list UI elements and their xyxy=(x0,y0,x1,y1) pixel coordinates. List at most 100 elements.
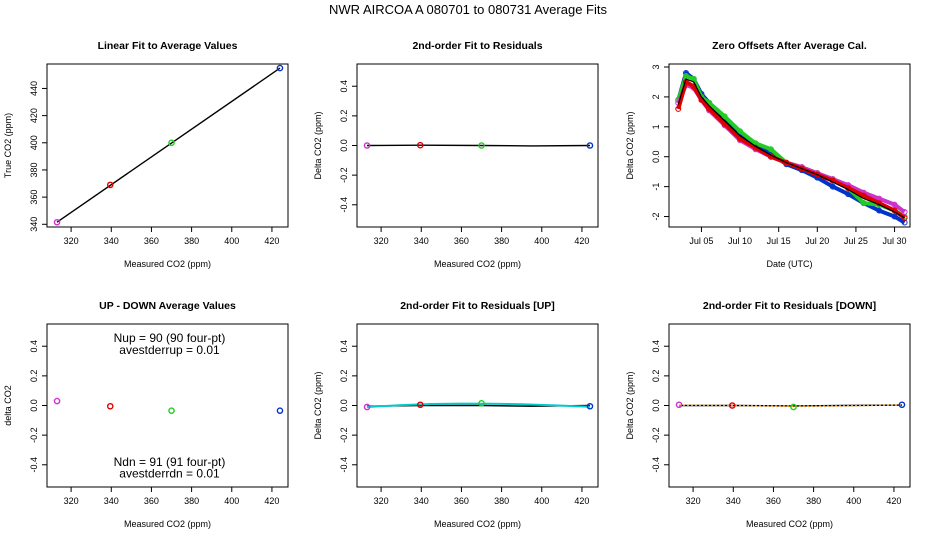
x-tick-label: Jul 20 xyxy=(805,236,829,246)
series-point-green xyxy=(721,113,728,120)
y-tick-label: 1 xyxy=(651,124,661,129)
y-axis-label: Delta CO2 (ppm) xyxy=(313,111,323,179)
x-axis-label: Date (UTC) xyxy=(766,259,812,269)
x-tick-label: 380 xyxy=(494,236,509,246)
chart-title: Zero Offsets After Average Cal. xyxy=(712,40,867,52)
y-tick-label: 0.4 xyxy=(29,340,39,353)
x-axis-label: Measured CO2 (ppm) xyxy=(434,519,521,529)
x-tick-label: 380 xyxy=(494,496,509,506)
y-tick-label: -0.4 xyxy=(651,457,661,473)
x-tick-label: 400 xyxy=(534,496,549,506)
data-point-purple xyxy=(363,403,371,411)
x-tick-label: 340 xyxy=(414,496,429,506)
y-tick-label: 360 xyxy=(29,190,39,205)
y-tick-label: 0.0 xyxy=(339,139,349,152)
chart-p6: 2nd-order Fit to Residuals [DOWN] Measure… xyxy=(625,300,911,529)
series-line-red xyxy=(676,79,906,220)
y-tick-label: -0.4 xyxy=(29,457,39,473)
x-tick-label: 420 xyxy=(574,236,589,246)
x-tick-label: 340 xyxy=(414,236,429,246)
y-tick-label: 0.0 xyxy=(339,399,349,412)
series-point-purple xyxy=(891,201,898,208)
annotation-text: avestderrup = 0.01 xyxy=(119,343,220,357)
x-tick-label: 380 xyxy=(184,496,199,506)
y-tick-label: -0.2 xyxy=(339,427,349,443)
data-point-red xyxy=(416,141,424,149)
chart-p3: Zero Offsets After Average Cal. Date (UTC… xyxy=(625,40,911,269)
series-line-black xyxy=(677,78,905,219)
data-point-purple xyxy=(675,401,683,409)
y-axis-label: True CO2 (ppm) xyxy=(3,113,13,178)
fit-line xyxy=(56,67,281,223)
y-axis-label: Delta CO2 (ppm) xyxy=(625,111,635,179)
chart-title: Linear Fit to Average Values xyxy=(98,40,238,52)
series-point-green xyxy=(767,146,774,153)
annotation-text: avestderrdn = 0.01 xyxy=(119,467,220,481)
chart-p1: Linear Fit to Average Values Measured CO2… xyxy=(3,40,289,269)
chart-title: UP - DOWN Average Values xyxy=(99,300,236,312)
x-tick-label: Jul 25 xyxy=(844,236,868,246)
x-tick-label: 360 xyxy=(144,236,159,246)
y-tick-label: 0.4 xyxy=(339,80,349,93)
y-tick-label: 2 xyxy=(651,94,661,99)
y-tick-label: -0.2 xyxy=(29,427,39,443)
x-tick-label: Jul 05 xyxy=(689,236,713,246)
x-tick-label: 400 xyxy=(846,496,861,506)
chart-title: 2nd-order Fit to Residuals xyxy=(412,40,542,52)
series-point-blue xyxy=(845,191,852,198)
y-tick-label: 0.2 xyxy=(339,370,349,383)
x-tick-label: 420 xyxy=(574,496,589,506)
series-point-red xyxy=(814,171,821,178)
data-point-red xyxy=(728,402,736,409)
x-axis-label: Measured CO2 (ppm) xyxy=(434,259,521,269)
y-tick-label: 380 xyxy=(29,162,39,177)
y-axis-label: delta CO2 xyxy=(3,385,13,426)
data-point-purple xyxy=(53,218,61,226)
fit-line xyxy=(366,144,591,147)
series-point-green xyxy=(860,200,867,207)
x-tick-label: 340 xyxy=(104,236,119,246)
series-point-green xyxy=(737,128,744,135)
y-tick-label: -1 xyxy=(651,183,661,191)
y-tick-label: 440 xyxy=(29,81,39,96)
chart-title: 2nd-order Fit to Residuals [UP] xyxy=(400,300,555,312)
series-point-blue xyxy=(876,207,883,214)
data-point-blue xyxy=(276,407,284,414)
x-tick-label: 320 xyxy=(686,496,701,506)
figure-title: NWR AIRCOA A 080701 to 080731 Average Fi… xyxy=(329,2,607,17)
x-tick-label: 320 xyxy=(64,236,79,246)
y-tick-label: -0.4 xyxy=(339,457,349,473)
y-tick-label: -0.2 xyxy=(339,167,349,183)
data-point-green xyxy=(790,403,797,411)
data-point-red xyxy=(416,401,424,409)
x-tick-label: 400 xyxy=(224,236,239,246)
y-tick-label: 0.0 xyxy=(29,399,39,412)
annotation-text: Nup = 90 (90 four-pt) xyxy=(114,331,226,345)
x-tick-label: 360 xyxy=(454,236,469,246)
x-tick-label: 320 xyxy=(374,236,389,246)
data-point-green xyxy=(168,407,175,414)
x-tick-label: 360 xyxy=(454,496,469,506)
x-axis-label: Measured CO2 (ppm) xyxy=(124,519,211,529)
plot-frame xyxy=(46,63,289,228)
x-tick-label: 380 xyxy=(806,496,821,506)
chart-p2: 2nd-order Fit to Residuals Measured CO2 (… xyxy=(313,40,599,269)
panels: Linear Fit to Average Values Measured CO2… xyxy=(3,40,911,529)
data-point-green xyxy=(478,142,485,149)
series-point-red xyxy=(675,105,682,112)
data-point-red xyxy=(106,402,114,410)
data-point-blue xyxy=(586,142,594,149)
x-tick-label: Jul 15 xyxy=(767,236,791,246)
y-tick-label: 400 xyxy=(29,135,39,150)
y-tick-label: 0.0 xyxy=(651,399,661,412)
series-point-purple xyxy=(901,209,908,216)
data-point-blue xyxy=(586,402,594,410)
y-tick-label: 0.2 xyxy=(651,370,661,383)
x-tick-label: 420 xyxy=(264,496,279,506)
chart-p5: 2nd-order Fit to Residuals [UP] Measured … xyxy=(313,300,599,529)
y-tick-label: 420 xyxy=(29,108,39,123)
y-tick-label: 0.4 xyxy=(339,340,349,353)
data-point-green xyxy=(168,139,175,147)
series-point-blue xyxy=(891,213,898,220)
